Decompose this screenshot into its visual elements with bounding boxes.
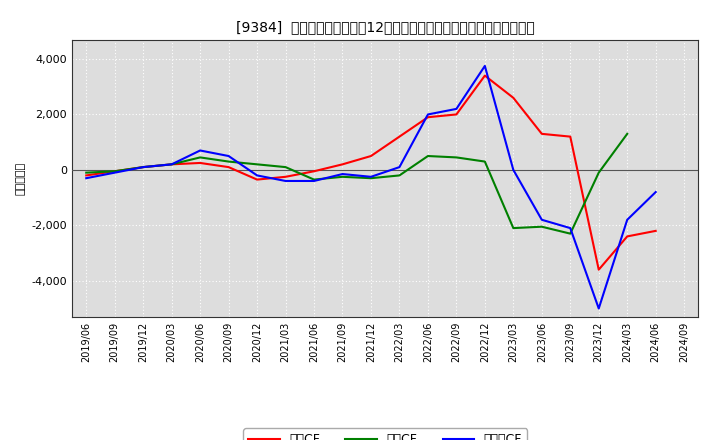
投資CF [566, 231, 575, 236]
フリーCF [452, 106, 461, 111]
営業CF [110, 169, 119, 174]
フリーCF [196, 148, 204, 153]
Line: 投資CF: 投資CF [86, 134, 627, 234]
営業CF [338, 161, 347, 167]
営業CF [139, 165, 148, 170]
投資CF [595, 170, 603, 175]
フリーCF [110, 170, 119, 175]
営業CF [423, 114, 432, 120]
フリーCF [82, 176, 91, 181]
フリーCF [566, 225, 575, 231]
フリーCF [595, 306, 603, 311]
フリーCF [310, 178, 318, 183]
投資CF [167, 161, 176, 167]
営業CF [509, 95, 518, 100]
営業CF [82, 173, 91, 178]
フリーCF [282, 178, 290, 183]
投資CF [196, 155, 204, 160]
投資CF [452, 155, 461, 160]
投資CF [537, 224, 546, 229]
投資CF [623, 131, 631, 136]
営業CF [167, 161, 176, 167]
投資CF [366, 176, 375, 181]
フリーCF [480, 63, 489, 69]
営業CF [225, 165, 233, 170]
フリーCF [139, 165, 148, 170]
フリーCF [537, 217, 546, 222]
営業CF [196, 160, 204, 165]
投資CF [423, 154, 432, 159]
投資CF [480, 159, 489, 164]
営業CF [253, 177, 261, 182]
投資CF [225, 159, 233, 164]
フリーCF [167, 161, 176, 167]
Line: 営業CF: 営業CF [86, 76, 656, 270]
投資CF [338, 174, 347, 180]
フリーCF [253, 173, 261, 178]
フリーCF [395, 165, 404, 170]
Y-axis label: （百万円）: （百万円） [16, 161, 26, 195]
営業CF [395, 134, 404, 139]
投資CF [139, 165, 148, 170]
フリーCF [338, 172, 347, 177]
営業CF [282, 174, 290, 180]
営業CF [310, 169, 318, 174]
Line: フリーCF: フリーCF [86, 66, 656, 308]
営業CF [452, 112, 461, 117]
フリーCF [225, 154, 233, 159]
営業CF [652, 228, 660, 234]
営業CF [480, 73, 489, 78]
投資CF [395, 173, 404, 178]
投資CF [509, 225, 518, 231]
投資CF [282, 165, 290, 170]
投資CF [82, 170, 91, 175]
フリーCF [423, 112, 432, 117]
フリーCF [623, 217, 631, 222]
Legend: 営業CF, 投資CF, フリーCF: 営業CF, 投資CF, フリーCF [243, 429, 527, 440]
Title: [9384]  キャッシュフローの12か月移動合計の対前年同期増減額の推移: [9384] キャッシュフローの12か月移動合計の対前年同期増減額の推移 [236, 20, 534, 34]
営業CF [366, 154, 375, 159]
投資CF [310, 177, 318, 182]
フリーCF [652, 189, 660, 194]
投資CF [253, 161, 261, 167]
営業CF [566, 134, 575, 139]
営業CF [623, 234, 631, 239]
営業CF [537, 131, 546, 136]
フリーCF [366, 174, 375, 180]
フリーCF [509, 167, 518, 172]
営業CF [595, 267, 603, 272]
投資CF [110, 169, 119, 174]
